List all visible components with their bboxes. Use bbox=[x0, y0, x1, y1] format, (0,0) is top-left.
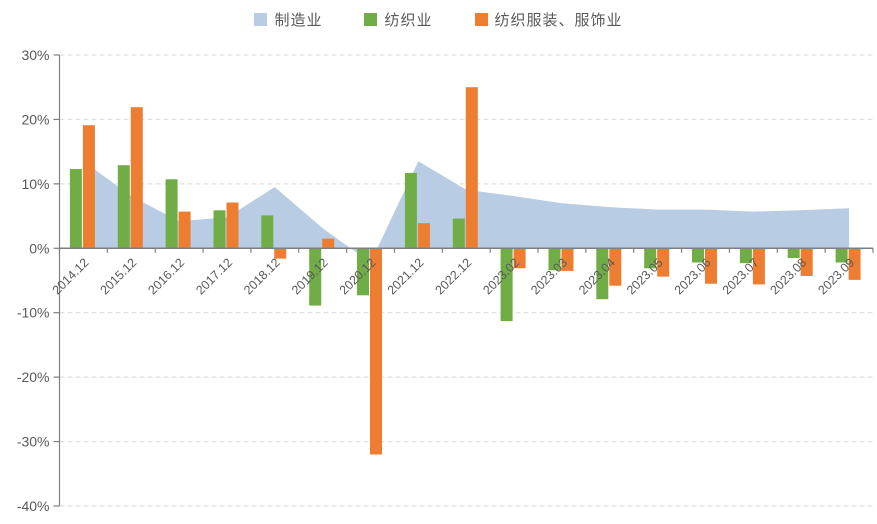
bar-apparel bbox=[561, 248, 574, 271]
bar-apparel bbox=[800, 248, 813, 276]
bar-textile bbox=[69, 169, 82, 249]
legend-item-textile: 纺织业 bbox=[364, 9, 432, 30]
bar-apparel bbox=[848, 248, 861, 280]
bar-textile bbox=[500, 248, 513, 322]
bar-textile bbox=[404, 172, 417, 249]
y-tick-label: 30% bbox=[21, 47, 49, 63]
bar-textile bbox=[739, 248, 752, 264]
y-tick-label: 0% bbox=[29, 240, 49, 256]
bar-textile bbox=[117, 165, 130, 249]
bar-apparel bbox=[274, 248, 287, 259]
bar-apparel bbox=[657, 248, 670, 277]
bar-apparel bbox=[226, 202, 239, 249]
bar-apparel bbox=[130, 107, 143, 249]
x-tick-label: 2014.12 bbox=[50, 255, 92, 297]
y-tick-label: -10% bbox=[17, 305, 50, 321]
legend-swatch-manufacturing bbox=[254, 13, 268, 26]
bar-textile bbox=[309, 248, 322, 306]
bar-textile bbox=[452, 218, 465, 249]
y-tick-label: 20% bbox=[21, 111, 49, 127]
y-tick-label: -30% bbox=[17, 434, 50, 450]
bar-apparel bbox=[465, 87, 478, 249]
bar-textile bbox=[596, 248, 609, 300]
bar-apparel bbox=[370, 248, 382, 455]
bar-apparel bbox=[322, 238, 335, 249]
y-tick-label: 10% bbox=[21, 176, 49, 192]
bar-textile bbox=[357, 248, 369, 296]
bar-textile bbox=[213, 210, 226, 249]
x-tick-label: 2018.12 bbox=[241, 255, 283, 297]
y-tick-label: -20% bbox=[17, 369, 50, 385]
legend-item-apparel: 纺织服装、服饰业 bbox=[474, 9, 623, 30]
bar-apparel bbox=[705, 248, 717, 284]
legend-swatch-textile bbox=[364, 13, 378, 26]
bar-apparel bbox=[752, 248, 765, 285]
bar-apparel bbox=[178, 211, 191, 249]
bar-apparel bbox=[82, 125, 95, 249]
legend-item-manufacturing: 制造业 bbox=[254, 9, 322, 30]
x-tick-label: 2021.12 bbox=[385, 255, 427, 297]
bar-textile bbox=[165, 179, 178, 249]
bar-textile bbox=[261, 215, 274, 249]
y-tick-label: -40% bbox=[17, 498, 50, 514]
bar-apparel bbox=[609, 248, 622, 286]
legend-swatch-apparel bbox=[474, 13, 488, 26]
legend-label-manufacturing: 制造业 bbox=[274, 12, 323, 29]
bar-textile bbox=[835, 248, 848, 263]
bar-textile bbox=[644, 248, 657, 269]
x-tick-label: 2023.08 bbox=[767, 255, 809, 297]
x-tick-label: 2017.12 bbox=[193, 255, 235, 297]
bar-apparel bbox=[513, 248, 526, 269]
bar-textile bbox=[692, 248, 704, 263]
bar-textile bbox=[787, 248, 800, 258]
bar-textile bbox=[548, 248, 561, 271]
bar-apparel bbox=[417, 223, 430, 249]
x-tick-label: 2022.12 bbox=[433, 255, 475, 297]
x-tick-label: 2015.12 bbox=[98, 255, 140, 297]
legend-label-apparel: 纺织服装、服饰业 bbox=[494, 12, 623, 29]
x-tick-label: 2016.12 bbox=[145, 255, 187, 297]
chart-legend: 制造业 纺织业 纺织服装、服饰业 bbox=[0, 9, 877, 30]
legend-label-textile: 纺织业 bbox=[384, 12, 433, 29]
